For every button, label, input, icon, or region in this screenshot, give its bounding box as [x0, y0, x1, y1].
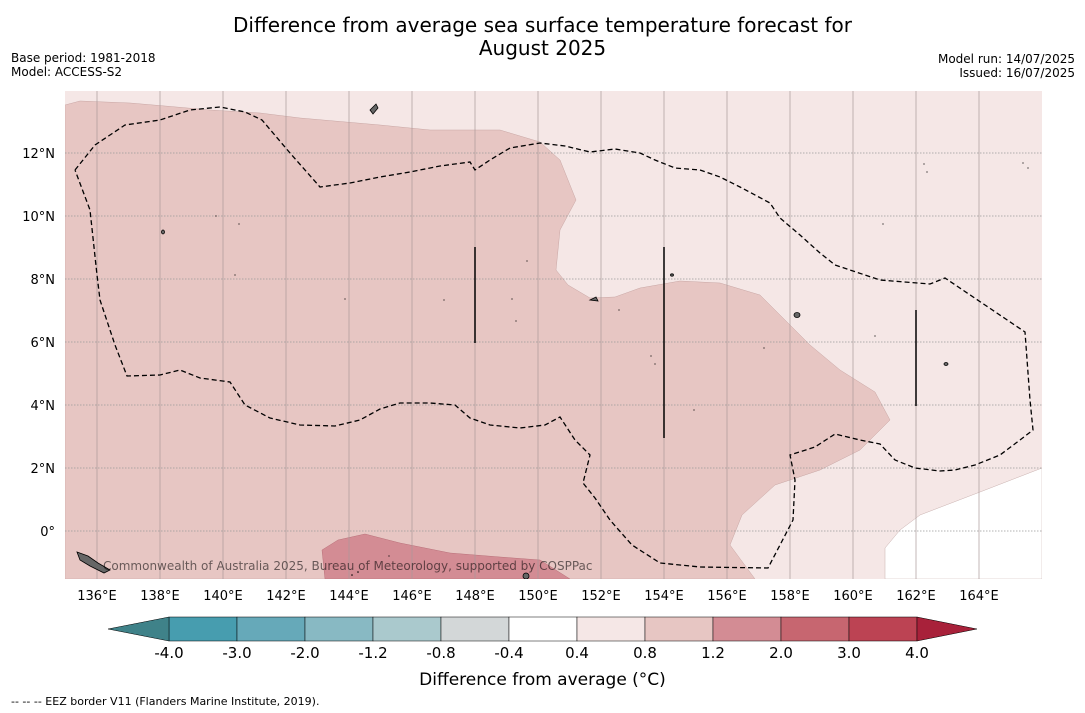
graticule: [65, 152, 1042, 532]
issued-date: Issued: 16/07/2025: [959, 66, 1075, 80]
colorbar-title: Difference from average (°C): [419, 670, 666, 690]
x-tick-138E: 138°E: [140, 589, 180, 604]
x-tick-162E: 162°E: [896, 589, 936, 604]
x-tick-144E: 144°E: [329, 589, 369, 604]
colorbar-swatch: [712, 616, 782, 642]
colorbar-swatch: [644, 616, 714, 642]
y-tick-4N: 4°N: [31, 399, 56, 414]
y-axis-labels: 12°N 10°N 8°N 6°N 4°N 2°N 0°: [22, 147, 55, 540]
x-tick-136E: 136°E: [77, 589, 117, 604]
anomaly-1.2-2.0-region: [321, 533, 571, 579]
base-period: Base period: 1981-2018: [11, 51, 156, 65]
chart-title: Difference from average sea surface temp…: [0, 14, 1085, 60]
colorbar-swatch: [508, 616, 578, 642]
cb-label-4: -0.8: [426, 644, 455, 662]
cb-label-11: 4.0: [905, 644, 929, 662]
colorbar-over-arrow: [916, 616, 978, 642]
y-tick-10N: 10°N: [22, 210, 55, 225]
islands: [76, 103, 949, 579]
map-area: Commonwealth of Australia 2025, Bureau o…: [65, 91, 1042, 579]
x-axis-labels: 136°E 138°E 140°E 142°E 144°E 146°E 148°…: [77, 589, 999, 604]
x-tick-156E: 156°E: [707, 589, 747, 604]
colorbar-under-arrow: [107, 616, 170, 642]
x-tick-154E: 154°E: [644, 589, 684, 604]
anomaly-0.8-1.2-region: [65, 100, 891, 579]
eez-vertical-segments: [474, 247, 917, 438]
y-tick-0: 0°: [40, 525, 55, 540]
x-tick-150E: 150°E: [518, 589, 558, 604]
colorbar-swatch: [236, 616, 306, 642]
eez-legend-note: -- -- -- EEZ border V11 (Flanders Marine…: [11, 695, 320, 708]
title-line-2: August 2025: [478, 36, 607, 60]
neutral-region: [884, 467, 1042, 579]
cb-label-10: 3.0: [837, 644, 861, 662]
colorbar-swatch: [576, 616, 646, 642]
cb-label-9: 2.0: [769, 644, 793, 662]
colorbar-swatch: [304, 616, 374, 642]
cb-label-7: 0.8: [633, 644, 657, 662]
y-tick-8N: 8°N: [31, 273, 56, 288]
cb-label-0: -4.0: [154, 644, 183, 662]
y-tick-2N: 2°N: [31, 462, 56, 477]
colorbar: [107, 616, 978, 642]
cb-label-8: 1.2: [701, 644, 725, 662]
colorbar-labels: -4.0 -3.0 -2.0 -1.2 -0.8 -0.4 0.4 0.8 1.…: [154, 644, 929, 662]
colorbar-swatch: [168, 616, 238, 642]
model-name: Model: ACCESS-S2: [11, 65, 123, 79]
x-tick-160E: 160°E: [833, 589, 873, 604]
cb-label-3: -1.2: [358, 644, 387, 662]
x-tick-146E: 146°E: [392, 589, 432, 604]
x-tick-152E: 152°E: [581, 589, 621, 604]
colorbar-swatch: [372, 616, 442, 642]
model-run: Model run: 14/07/2025: [937, 52, 1075, 66]
title-line-1: Difference from average sea surface temp…: [232, 13, 852, 37]
cb-label-5: -0.4: [494, 644, 523, 662]
eez-border-west: [74, 106, 1034, 569]
y-tick-6N: 6°N: [31, 336, 56, 351]
y-tick-12N: 12°N: [22, 147, 55, 162]
cb-label-6: 0.4: [565, 644, 589, 662]
colorbar-swatch: [440, 616, 510, 642]
meta-right: Model run: 14/07/2025 Issued: 16/07/2025: [938, 52, 1075, 80]
colorbar-swatch: [780, 616, 850, 642]
x-tick-164E: 164°E: [959, 589, 999, 604]
x-tick-142E: 142°E: [266, 589, 306, 604]
copyright-text: Commonwealth of Australia 2025, Bureau o…: [103, 559, 593, 573]
cb-label-2: -2.0: [290, 644, 319, 662]
colorbar-swatch: [848, 616, 918, 642]
x-tick-140E: 140°E: [203, 589, 243, 604]
cb-label-1: -3.0: [222, 644, 251, 662]
meta-left: Base period: 1981-2018 Model: ACCESS-S2: [11, 51, 156, 79]
x-tick-158E: 158°E: [770, 589, 810, 604]
small-islets: [215, 162, 1029, 576]
x-tick-148E: 148°E: [455, 589, 495, 604]
